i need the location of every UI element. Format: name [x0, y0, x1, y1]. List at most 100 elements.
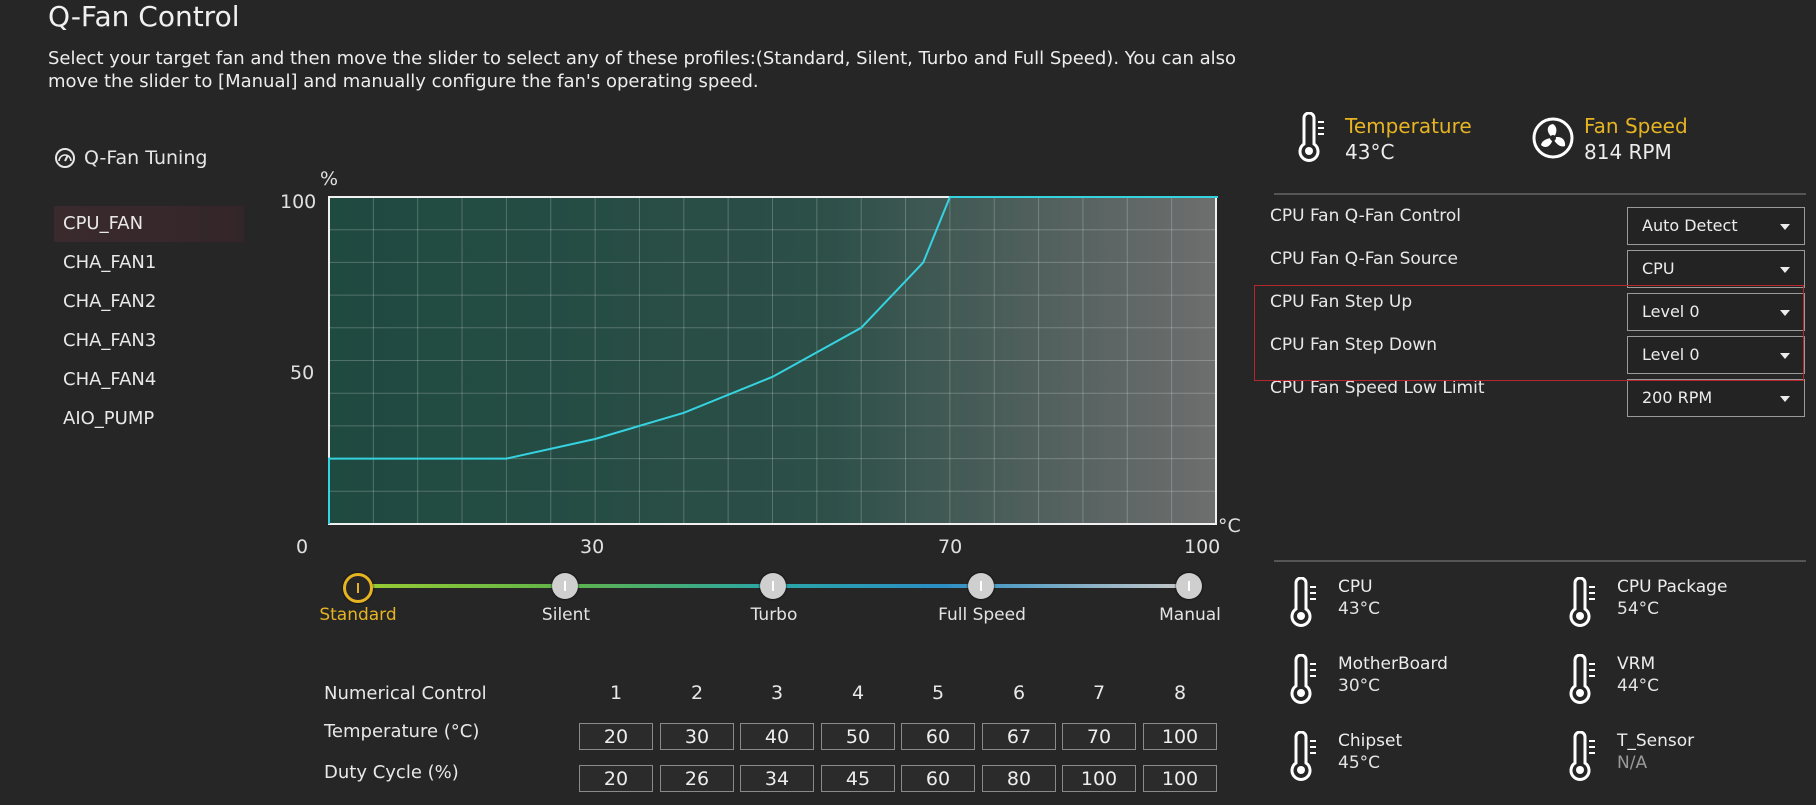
profile-label-full-speed[interactable]: Full Speed: [938, 605, 1026, 625]
dropdown-value: 200 RPM: [1642, 388, 1713, 407]
fan-curve-line[interactable]: [328, 196, 1218, 524]
point-header: 2: [690, 682, 704, 704]
point-header: 7: [1092, 682, 1106, 704]
sensor-vrm-name: VRM: [1617, 654, 1656, 674]
grid-lines: [329, 197, 1216, 524]
thermometer-icon: [1298, 112, 1324, 162]
step-up-label: CPU Fan Step Up: [1270, 292, 1413, 312]
temperature-input-5[interactable]: 60: [901, 723, 975, 750]
caret-down-icon: [1780, 224, 1790, 230]
q-fan-tuning-header: Q-Fan Tuning: [54, 147, 207, 169]
slider-knob-silent[interactable]: [552, 573, 578, 599]
fan-curve-chart[interactable]: % °C 100 50 0 30 70 100: [0, 0, 1240, 560]
x-tick-30: 30: [580, 536, 604, 558]
temperature-label: Temperature: [1345, 114, 1472, 138]
fan-item-cha-fan2[interactable]: CHA_FAN2: [63, 291, 157, 312]
sensor-motherboard-name: MotherBoard: [1338, 654, 1448, 674]
y-axis-unit: %: [320, 168, 338, 190]
fan-item-cpu-fan[interactable]: CPU_FAN: [54, 206, 244, 242]
q-fan-control-dropdown[interactable]: Auto Detect: [1627, 207, 1805, 245]
dropdown-value: CPU: [1642, 259, 1675, 278]
thermometer-icon: [1569, 731, 1595, 781]
y-tick-50: 50: [290, 362, 314, 384]
temperature-input-7[interactable]: 70: [1062, 723, 1136, 750]
slider-knob-standard[interactable]: [343, 573, 373, 603]
point-header: 1: [609, 682, 623, 704]
slider-knob-turbo[interactable]: [760, 573, 786, 599]
point-header: 6: [1012, 682, 1026, 704]
sensor-vrm-value: 44°C: [1617, 676, 1660, 696]
duty-input-7[interactable]: 100: [1062, 765, 1136, 792]
caret-down-icon: [1780, 267, 1790, 273]
x-tick-0: 0: [296, 536, 308, 558]
x-axis-unit: °C: [1218, 515, 1240, 537]
duty-input-6[interactable]: 80: [982, 765, 1056, 792]
temperature-input-2[interactable]: 30: [660, 723, 734, 750]
fan-speed-label: Fan Speed: [1584, 114, 1688, 138]
sensor-cpu-value: 43°C: [1338, 599, 1381, 619]
divider: [1274, 560, 1806, 562]
numerical-control-label: Numerical Control: [324, 683, 487, 704]
caret-down-icon: [1780, 353, 1790, 359]
profile-label-manual[interactable]: Manual: [1159, 605, 1221, 625]
step-settings-highlight: [1254, 285, 1804, 381]
x-tick-70: 70: [938, 536, 962, 558]
sensor-chipset-name: Chipset: [1338, 731, 1403, 751]
page-description: Select your target fan and then move the…: [48, 48, 1236, 92]
point-header: 8: [1173, 682, 1187, 704]
fan-icon: [1532, 117, 1574, 159]
fan-item-cha-fan1[interactable]: CHA_FAN1: [63, 252, 157, 273]
fan-item-aio-pump[interactable]: AIO_PUMP: [63, 408, 155, 429]
sensor-t-sensor-value: N/A: [1617, 753, 1648, 773]
q-fan-source-label: CPU Fan Q-Fan Source: [1270, 249, 1458, 269]
speed-low-limit-dropdown[interactable]: 200 RPM: [1627, 379, 1805, 417]
temperature-input-3[interactable]: 40: [740, 723, 814, 750]
x-tick-100: 100: [1184, 536, 1220, 558]
q-fan-source-dropdown[interactable]: CPU: [1627, 250, 1805, 288]
thermometer-icon: [1569, 577, 1595, 627]
sensor-cpu-package-value: 54°C: [1617, 599, 1660, 619]
profile-label-silent[interactable]: Silent: [541, 605, 591, 625]
step-down-dropdown[interactable]: Level 0: [1627, 336, 1805, 374]
sensor-cpu-package-name: CPU Package: [1617, 577, 1728, 597]
dropdown-value: Level 0: [1642, 302, 1700, 321]
point-header: 3: [770, 682, 784, 704]
thermometer-icon: [1290, 577, 1316, 627]
slider-knob-manual[interactable]: [1176, 573, 1202, 599]
temperature-input-1[interactable]: 20: [579, 723, 653, 750]
fan-item-cha-fan4[interactable]: CHA_FAN4: [63, 369, 157, 390]
page-title: Q-Fan Control: [48, 0, 240, 33]
temperature-input-8[interactable]: 100: [1143, 723, 1217, 750]
thermometer-icon: [1290, 731, 1316, 781]
temperature-row-label: Temperature (°C): [324, 721, 480, 742]
duty-input-4[interactable]: 45: [821, 765, 895, 792]
temperature-input-4[interactable]: 50: [821, 723, 895, 750]
slider-knob-full-speed[interactable]: [968, 573, 994, 599]
point-header: 5: [931, 682, 945, 704]
thermometer-icon: [1290, 654, 1316, 704]
y-tick-100: 100: [280, 191, 316, 213]
step-down-label: CPU Fan Step Down: [1270, 335, 1438, 355]
dropdown-value: Level 0: [1642, 345, 1700, 364]
duty-input-8[interactable]: 100: [1143, 765, 1217, 792]
duty-input-2[interactable]: 26: [660, 765, 734, 792]
thermometer-icon: [1569, 654, 1595, 704]
step-up-dropdown[interactable]: Level 0: [1627, 293, 1805, 331]
fan-speed-value: 814 RPM: [1584, 140, 1672, 164]
point-header: 4: [851, 682, 865, 704]
sensor-motherboard-value: 30°C: [1338, 676, 1381, 696]
sensor-chipset-value: 45°C: [1338, 753, 1381, 773]
duty-input-1[interactable]: 20: [579, 765, 653, 792]
gauge-icon: [55, 148, 75, 168]
duty-input-3[interactable]: 34: [740, 765, 814, 792]
profile-label-standard[interactable]: Standard: [319, 605, 397, 625]
sensor-cpu-name: CPU: [1338, 577, 1373, 597]
temperature-value: 43°C: [1345, 140, 1395, 164]
duty-input-5[interactable]: 60: [901, 765, 975, 792]
temperature-input-6[interactable]: 67: [982, 723, 1056, 750]
q-fan-tuning-label: Q-Fan Tuning: [84, 147, 208, 169]
profile-label-turbo[interactable]: Turbo: [750, 605, 798, 625]
dropdown-value: Auto Detect: [1642, 216, 1738, 235]
caret-down-icon: [1780, 310, 1790, 316]
fan-item-cha-fan3[interactable]: CHA_FAN3: [63, 330, 157, 351]
